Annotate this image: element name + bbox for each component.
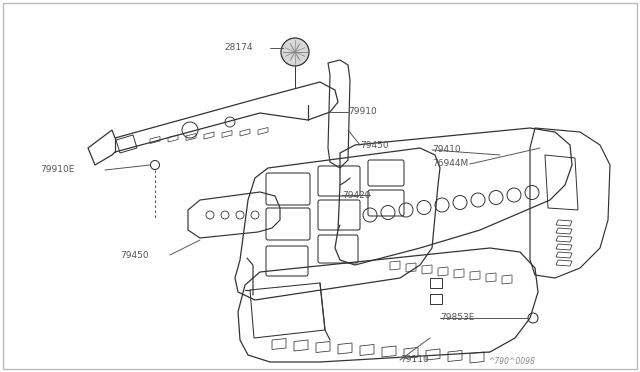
Text: 79910E: 79910E <box>40 166 74 174</box>
Text: 79450: 79450 <box>360 141 388 150</box>
Text: 79420: 79420 <box>342 190 371 199</box>
Text: 28174: 28174 <box>224 44 253 52</box>
Text: 76944M: 76944M <box>432 160 468 169</box>
Circle shape <box>281 38 309 66</box>
Text: 79450: 79450 <box>120 250 148 260</box>
Text: 79853E: 79853E <box>440 314 474 323</box>
Text: ^790^0098: ^790^0098 <box>488 357 535 366</box>
Bar <box>430 278 442 288</box>
Text: 79910: 79910 <box>348 108 377 116</box>
Text: 79110: 79110 <box>400 356 429 365</box>
Text: 79410: 79410 <box>432 145 461 154</box>
Bar <box>430 294 442 304</box>
